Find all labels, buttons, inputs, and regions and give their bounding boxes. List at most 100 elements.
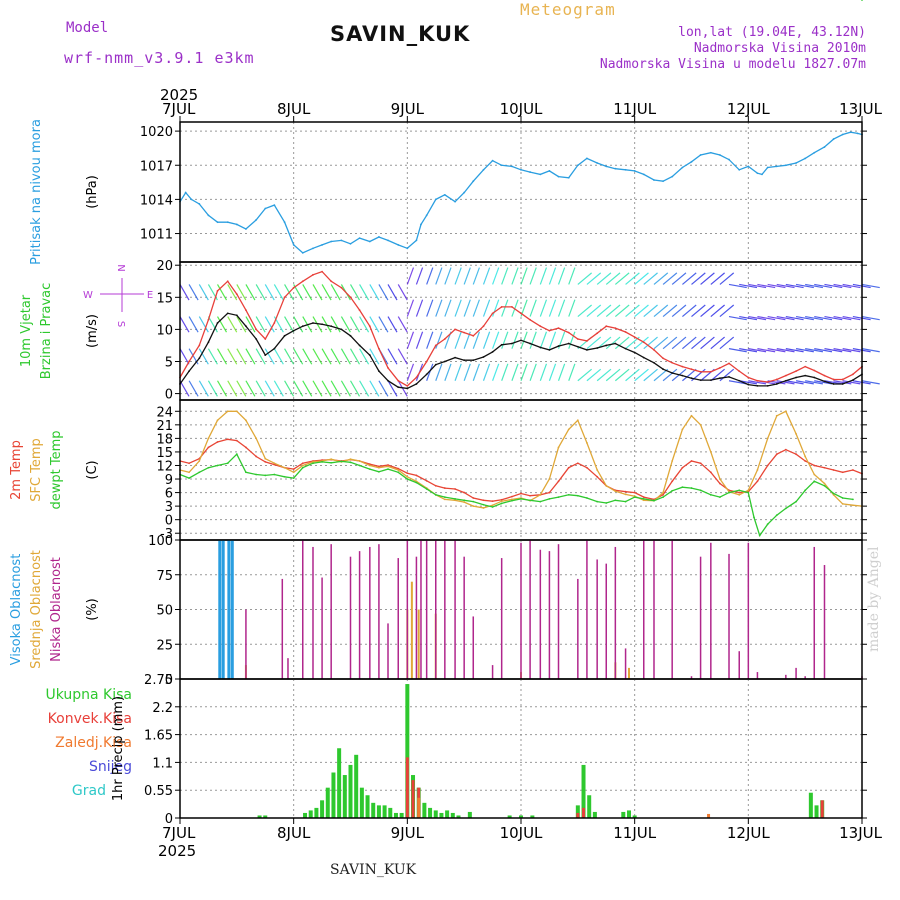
data-point [255, 338, 258, 340]
data-point [832, 378, 835, 381]
wind-barb [179, 284, 190, 301]
data-point [795, 453, 797, 456]
data-point [425, 214, 428, 217]
panel-label-line: Niska Oblacnost [49, 557, 64, 662]
bar-ukupna-kisa [450, 812, 455, 818]
data-point [633, 351, 636, 354]
data-point [548, 349, 551, 351]
bar-niska-oblacnost [653, 540, 655, 679]
data-point [500, 306, 503, 308]
wind-barb [824, 380, 843, 385]
data-point [245, 471, 247, 474]
data-point [605, 165, 608, 168]
data-point [216, 289, 219, 292]
data-point [861, 0, 863, 1]
data-point [463, 191, 466, 194]
data-point [511, 306, 513, 308]
data-point [340, 328, 343, 331]
wind-barb [482, 363, 491, 381]
data-point [775, 378, 778, 381]
bar-ukupna-kisa [359, 787, 364, 818]
data-point [690, 460, 693, 462]
data-point [690, 368, 693, 371]
bar-niska-oblacnost [415, 556, 418, 679]
data-point [539, 346, 542, 349]
data-point [368, 464, 371, 467]
data-point [852, 504, 854, 507]
bar-niska-oblacnost [425, 540, 428, 679]
data-point [719, 377, 721, 380]
wind-barb [671, 304, 687, 318]
data-point [642, 499, 645, 502]
data-point [397, 469, 400, 471]
wind-barb [273, 348, 284, 365]
wind-barb [321, 316, 332, 333]
wind-barb [463, 363, 471, 381]
data-point [852, 373, 854, 376]
panel-label-line: Srednja Oblacnost [29, 550, 44, 669]
data-point [662, 368, 664, 371]
bar-niska-oblacnost [349, 556, 352, 679]
data-point [255, 437, 258, 440]
wind-barb [662, 368, 678, 382]
bar-niska-oblacnost [643, 540, 645, 679]
data-point [586, 442, 588, 444]
data-point [349, 458, 352, 461]
panel-label-line: dewpt Temp [49, 430, 64, 509]
data-point [784, 164, 787, 167]
data-point [216, 441, 219, 443]
data-point [330, 458, 333, 461]
wind-barb [227, 380, 238, 397]
data-point [795, 500, 797, 503]
wind-barb [805, 283, 823, 289]
bar-niska-oblacnost [671, 540, 673, 679]
wind-barb [586, 368, 602, 382]
data-point [482, 503, 485, 506]
data-point [255, 473, 258, 476]
data-point [216, 221, 219, 224]
data-point [548, 478, 551, 480]
wind-barb [529, 331, 537, 349]
wind-barb [605, 336, 621, 350]
bar-ukupna-kisa [445, 810, 450, 818]
wind-barb [842, 348, 861, 353]
data-point [823, 484, 826, 487]
bar-niska-oblacnost [358, 551, 361, 679]
data-point [463, 499, 466, 502]
x-tick-label-top: 11JUL [613, 100, 656, 118]
data-point [406, 247, 409, 250]
data-point [775, 514, 778, 517]
data-point [415, 376, 418, 379]
wind-barb [227, 284, 238, 301]
wind-barb [842, 380, 861, 385]
wind-barb [340, 316, 351, 333]
data-point [586, 157, 588, 160]
bar-niska-oblacnost [472, 616, 475, 679]
panel-unit: 1hr Precip (mm) [111, 696, 126, 801]
wind-barb [426, 267, 434, 285]
data-point [511, 342, 513, 345]
data-point [472, 505, 475, 508]
wind-barb [415, 331, 424, 349]
wind-barb [387, 316, 398, 333]
wind-barb [426, 331, 434, 349]
wind-barb [387, 348, 398, 365]
wind-barb [406, 267, 415, 285]
data-point [443, 338, 446, 340]
wind-barb [833, 283, 852, 289]
bar-ukupna-kisa [592, 811, 597, 818]
data-point [813, 464, 816, 467]
bar-niska-oblacnost [577, 578, 579, 679]
wind-barb [463, 267, 471, 285]
data-point [226, 280, 229, 283]
wind-barb [691, 336, 706, 350]
data-point [775, 165, 778, 168]
wind-barb [548, 267, 557, 285]
wind-barb [369, 348, 380, 365]
data-point [738, 168, 741, 171]
y-tick-label: 6 [165, 487, 173, 502]
wind-barb [188, 380, 199, 397]
data-point [681, 428, 684, 431]
wind-barb [539, 299, 548, 317]
wind-barb [795, 315, 814, 321]
